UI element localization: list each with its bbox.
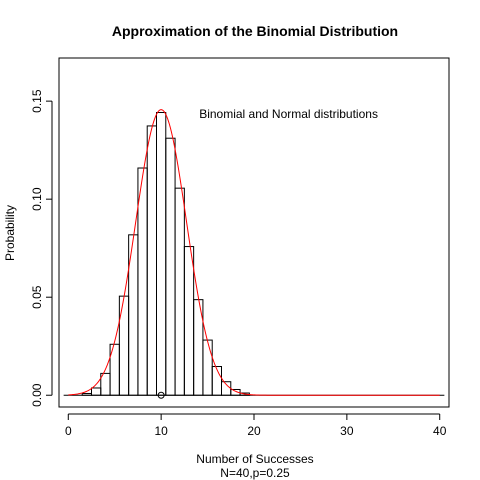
- y-axis: 0.00 0.05 0.10 0.15: [30, 89, 53, 407]
- x-tick-label-30: 30: [340, 424, 354, 438]
- bar-15: [202, 339, 213, 396]
- normal-curve-line: [68, 109, 440, 396]
- y-tick-label-0: 0.00: [30, 383, 44, 407]
- bars-group: [81, 112, 250, 396]
- x-tick-label-10: 10: [154, 424, 168, 438]
- bar-16: [211, 366, 222, 396]
- bar-10: [156, 112, 167, 396]
- bar-13: [183, 246, 195, 396]
- annotation: Binomial and Normal distributions: [199, 107, 378, 121]
- y-tick-label-1: 0.05: [30, 285, 44, 309]
- normal-curve-group: [68, 109, 440, 396]
- x-axis: 0 10 20 30 40: [65, 413, 447, 438]
- x-tick-label-20: 20: [247, 424, 261, 438]
- bar-11: [165, 137, 176, 396]
- x-tick-label-40: 40: [433, 424, 447, 438]
- bar-12: [174, 187, 185, 396]
- x-tick-label-0: 0: [65, 424, 72, 438]
- y-axis-label: Probability: [3, 205, 17, 261]
- plot-frame: [58, 57, 450, 408]
- y-tick-label-2: 0.10: [30, 187, 44, 211]
- x-axis-label: Number of Successes: [196, 452, 313, 466]
- bar-6: [118, 295, 130, 396]
- mean-marker-group: [157, 391, 165, 399]
- mean-marker: [157, 391, 165, 399]
- bar-9: [146, 125, 157, 396]
- bar-3: [91, 387, 102, 396]
- y-tick-label-3: 0.15: [30, 89, 44, 113]
- bar-8: [137, 167, 148, 396]
- x-axis-sublabel: N=40,p=0.25: [220, 466, 290, 480]
- chart-title: Approximation of the Binomial Distributi…: [112, 23, 398, 39]
